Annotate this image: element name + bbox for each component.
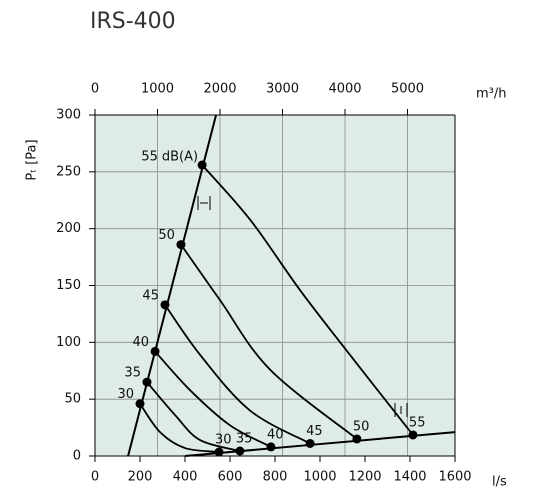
x2-tick-label: 4000 [328, 82, 361, 97]
series-label: 35 [124, 366, 141, 381]
y-tick-label: 300 [56, 108, 81, 123]
x-tick-label: 0 [91, 470, 99, 485]
series-label: 45 [142, 288, 159, 303]
point [176, 240, 186, 250]
point [214, 447, 224, 457]
x-tick-label: 200 [128, 470, 153, 485]
curve [184, 431, 456, 457]
x-axis-label: l/s [492, 475, 507, 490]
point [352, 434, 362, 444]
x-tick-label: 1600 [438, 470, 471, 485]
curve [154, 350, 272, 448]
curve [201, 164, 414, 436]
series-label: 30 [117, 387, 134, 402]
series-label: 50 [353, 419, 370, 434]
point [266, 442, 276, 452]
y-axis-label: Pₜ [Pa] [25, 139, 40, 180]
y-tick-label: 0 [73, 449, 81, 464]
series-label: 45 [306, 424, 323, 439]
series-label: 40 [133, 335, 150, 350]
y-tick-label: 100 [56, 335, 81, 350]
series-label: 50 [158, 228, 175, 243]
x2-tick-label: 5000 [391, 82, 424, 97]
point [408, 430, 418, 440]
point [160, 300, 170, 310]
curve [180, 244, 358, 440]
series-label: 55 [141, 150, 158, 165]
chart-title: IRS-400 [90, 9, 176, 34]
curve [164, 304, 311, 445]
point [197, 160, 207, 170]
series-label: 40 [267, 427, 284, 442]
x2-tick-label: 2000 [203, 82, 236, 97]
x-tick-label: 800 [263, 470, 288, 485]
x2-tick-label: 3000 [266, 82, 299, 97]
x-tick-label: 1200 [348, 470, 381, 485]
point [150, 346, 160, 356]
point [135, 399, 145, 409]
series-label: 55 [409, 415, 426, 430]
series-label: 30 [215, 433, 232, 448]
y-tick-label: 250 [56, 164, 81, 179]
curve [139, 403, 220, 453]
x-tick-label: 400 [173, 470, 198, 485]
y-tick-label: 200 [56, 221, 81, 236]
x2-tick-label: 0 [91, 82, 99, 97]
x-tick-label: 1400 [393, 470, 426, 485]
curve [146, 381, 241, 452]
x2-tick-label: 1000 [141, 82, 174, 97]
y-tick-label: 50 [64, 392, 81, 407]
y-tick-label: 150 [56, 278, 81, 293]
x2-axis-label: m³/h [476, 87, 507, 102]
x-tick-label: 600 [218, 470, 243, 485]
point [235, 446, 245, 456]
curve [127, 114, 218, 457]
x-tick-label: 1000 [303, 470, 336, 485]
unit-label: dB(A) [162, 150, 198, 165]
point [305, 438, 315, 448]
point [142, 377, 152, 387]
